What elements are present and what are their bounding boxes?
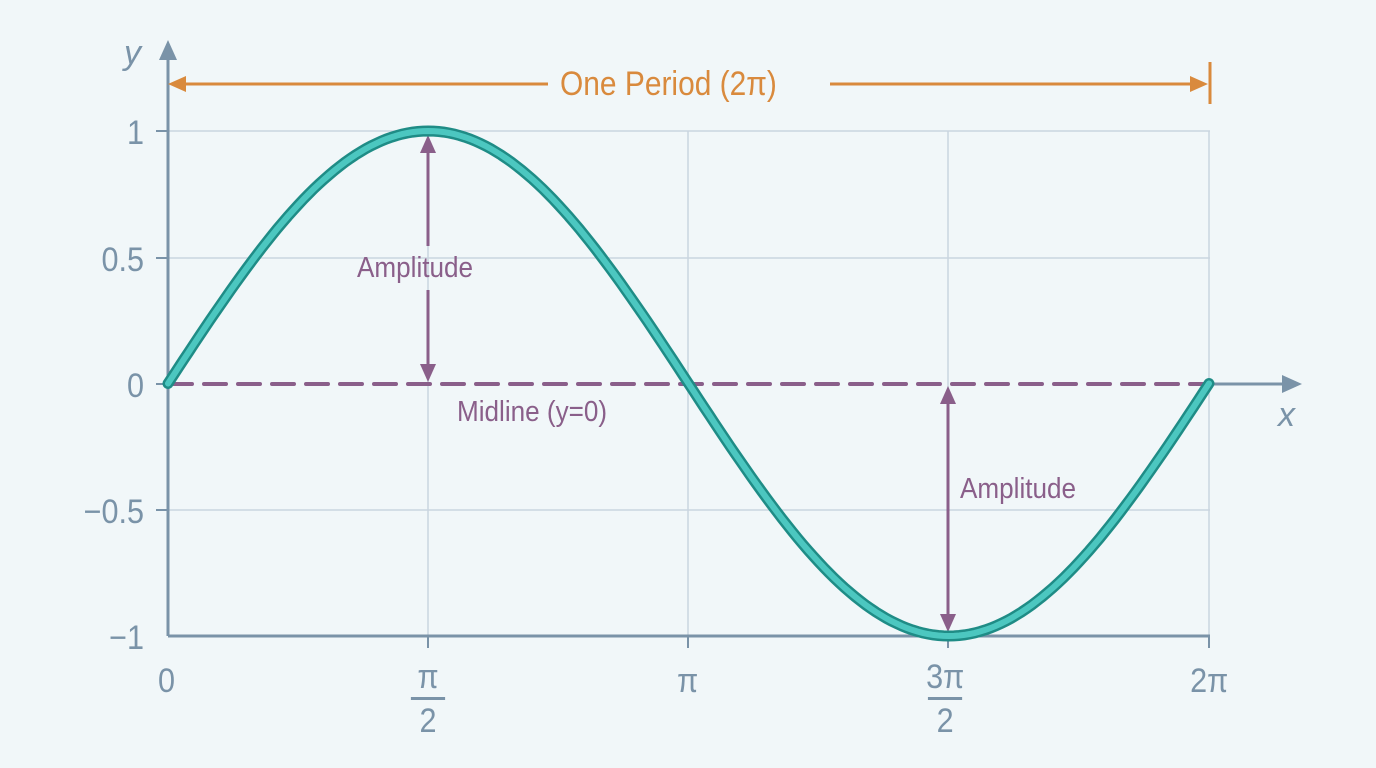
y-tick-0.5: 0.5: [101, 241, 144, 279]
y-axis: [156, 40, 177, 636]
x-tick-three-half-pi-numerator: 3π: [926, 658, 965, 696]
amplitude-label-top: Amplitude: [357, 252, 474, 284]
x-tick-half-pi-denominator: 2: [419, 702, 437, 740]
midline-label: Midline (y=0): [457, 396, 608, 428]
x-tick-half-pi-numerator: π: [417, 658, 439, 696]
x-tick-half-pi: π 2: [410, 658, 446, 740]
y-tick-neg-1: −1: [109, 619, 144, 657]
y-tick-0: 0: [126, 367, 144, 405]
fraction-bar: [928, 697, 963, 700]
sine-curve: [162, 125, 1215, 642]
x-axis-arrow: [1209, 375, 1302, 393]
x-axis-label: x: [1278, 396, 1295, 434]
x-tick-2pi: 2π: [1190, 662, 1229, 700]
y-tick-1: 1: [126, 114, 144, 152]
y-tick-neg-0.5: −0.5: [83, 493, 144, 531]
x-axis-bottom: [168, 634, 1210, 648]
amplitude-arrow-bottom: [940, 386, 956, 632]
amplitude-arrow-top: [420, 135, 436, 382]
period-label: One Period (2π): [560, 65, 777, 103]
amplitude-label-bottom: Amplitude: [960, 473, 1077, 505]
fraction-bar: [410, 697, 446, 700]
x-tick-pi: π: [677, 662, 699, 700]
x-tick-three-half-pi-denominator: 2: [936, 702, 954, 740]
x-tick-three-half-pi: 3π 2: [926, 660, 964, 738]
period-arrow: [168, 62, 1212, 104]
x-tick-0: 0: [157, 662, 175, 700]
y-axis-label: y: [124, 34, 141, 72]
